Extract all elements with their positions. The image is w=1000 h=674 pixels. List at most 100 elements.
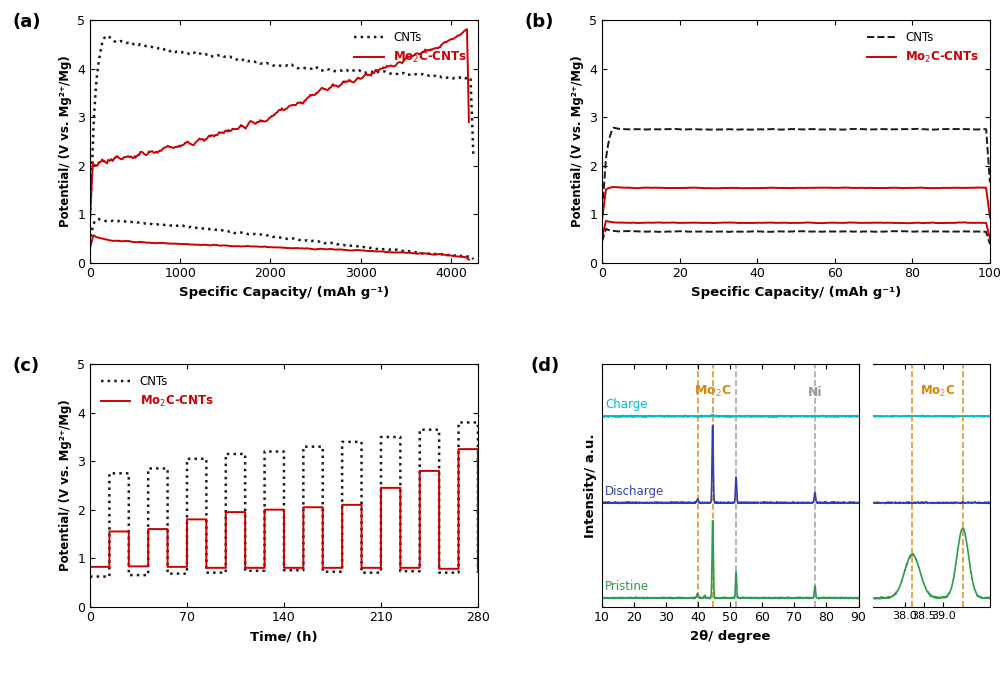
Mo$_2$C-CNTs: [181, 563, 193, 571]
Text: (a): (a): [12, 13, 41, 31]
CNTs: [608, 123, 620, 131]
CNTs: [162, 464, 174, 472]
Mo$_2$C-CNTs: [608, 183, 620, 191]
Legend: CNTs, Mo$_2$C-CNTs: CNTs, Mo$_2$C-CNTs: [862, 26, 984, 69]
Text: (c): (c): [12, 357, 40, 375]
Line: Mo$_2$C-CNTs: Mo$_2$C-CNTs: [90, 29, 469, 220]
Line: CNTs: CNTs: [90, 423, 478, 576]
Text: Mo$_2$C: Mo$_2$C: [694, 384, 731, 399]
Mo$_2$C-CNTs: [336, 563, 348, 572]
Mo$_2$C-CNTs: [414, 467, 426, 475]
Text: Pristine: Pristine: [605, 580, 649, 592]
Mo$_2$C-CNTs: [463, 118, 475, 126]
CNTs: [103, 572, 115, 580]
Mo$_2$C-CNTs: [123, 528, 135, 536]
CNTs: [278, 566, 290, 574]
Mo$_2$C-CNTs: [259, 563, 271, 572]
Mo$_2$C-CNTs: [414, 563, 426, 572]
X-axis label: Time/ (h): Time/ (h): [250, 630, 318, 643]
Mo$_2$C-CNTs: [433, 467, 445, 475]
Mo$_2$C-CNTs: [297, 563, 309, 572]
CNTs: [123, 469, 135, 477]
CNTs: [220, 450, 232, 458]
Y-axis label: Potential/ (V vs. Mg²⁺/Mg): Potential/ (V vs. Mg²⁺/Mg): [59, 400, 72, 572]
Mo$_2$C-CNTs: [259, 506, 271, 514]
Mo$_2$C-CNTs: [322, 86, 334, 94]
Y-axis label: Intensity/ a.u.: Intensity/ a.u.: [584, 433, 597, 538]
CNTs: [103, 469, 115, 477]
Mo$_2$C-CNTs: [162, 525, 174, 533]
Mo$_2$C-CNTs: [220, 508, 232, 516]
Mo$_2$C-CNTs: [375, 563, 387, 572]
Mo$_2$C-CNTs: [239, 563, 251, 572]
CNTs: [239, 450, 251, 458]
CNTs: [472, 569, 484, 577]
Mo$_2$C-CNTs: [84, 563, 96, 571]
CNTs: [142, 464, 154, 472]
Mo$_2$C-CNTs: [670, 184, 682, 192]
Mo$_2$C-CNTs: [394, 484, 406, 492]
CNTs: [414, 568, 426, 576]
Mo$_2$C-CNTs: [984, 214, 996, 222]
Mo$_2$C-CNTs: [162, 563, 174, 571]
CNTs: [453, 419, 465, 427]
CNTs: [336, 568, 348, 576]
CNTs: [181, 455, 193, 463]
Mo$_2$C-CNTs: [239, 508, 251, 516]
Mo$_2$C-CNTs: [966, 184, 978, 192]
Legend: CNTs, Mo$_2$C-CNTs: CNTs, Mo$_2$C-CNTs: [350, 26, 472, 69]
CNTs: [317, 568, 329, 576]
Mo$_2$C-CNTs: [200, 563, 212, 572]
CNTs: [362, 68, 374, 76]
Mo$_2$C-CNTs: [207, 132, 219, 140]
Mo$_2$C-CNTs: [123, 562, 135, 570]
CNTs: [142, 571, 154, 579]
CNTs: [210, 52, 222, 60]
CNTs: [200, 455, 212, 463]
Mo$_2$C-CNTs: [142, 525, 154, 533]
Mo$_2$C-CNTs: [234, 123, 246, 131]
CNTs: [326, 67, 338, 75]
Mo$_2$C-CNTs: [461, 25, 473, 33]
Mo$_2$C-CNTs: [472, 445, 484, 453]
CNTs: [472, 419, 484, 427]
CNTs: [596, 206, 608, 214]
Mo$_2$C-CNTs: [356, 501, 368, 509]
Y-axis label: Potential/ (V vs. Mg²⁺/Mg): Potential/ (V vs. Mg²⁺/Mg): [59, 55, 72, 227]
Mo$_2$C-CNTs: [130, 154, 142, 162]
CNTs: [297, 566, 309, 574]
CNTs: [453, 569, 465, 577]
Line: Mo$_2$C-CNTs: Mo$_2$C-CNTs: [602, 187, 990, 220]
Mo$_2$C-CNTs: [297, 503, 309, 512]
Mo$_2$C-CNTs: [453, 565, 465, 573]
CNTs: [670, 125, 682, 133]
Mo$_2$C-CNTs: [453, 445, 465, 453]
Mo$_2$C-CNTs: [621, 183, 633, 191]
CNTs: [220, 569, 232, 577]
Mo$_2$C-CNTs: [200, 516, 212, 524]
Text: Charge: Charge: [605, 398, 648, 411]
Mo$_2$C-CNTs: [614, 183, 626, 191]
CNTs: [84, 572, 96, 580]
CNTs: [278, 448, 290, 456]
Mo$_2$C-CNTs: [317, 563, 329, 572]
Mo$_2$C-CNTs: [472, 565, 484, 573]
CNTs: [966, 125, 978, 133]
Mo$_2$C-CNTs: [278, 563, 290, 572]
Line: CNTs: CNTs: [602, 127, 990, 210]
Text: Discharge: Discharge: [605, 485, 665, 497]
Mo$_2$C-CNTs: [596, 216, 608, 224]
CNTs: [131, 41, 143, 49]
CNTs: [317, 443, 329, 451]
CNTs: [614, 125, 626, 133]
Mo$_2$C-CNTs: [394, 563, 406, 572]
CNTs: [297, 443, 309, 451]
Text: Ni: Ni: [808, 386, 822, 399]
CNTs: [259, 448, 271, 456]
CNTs: [100, 32, 112, 40]
Mo$_2$C-CNTs: [701, 184, 713, 192]
Mo$_2$C-CNTs: [84, 216, 96, 224]
CNTs: [237, 55, 249, 63]
CNTs: [259, 567, 271, 575]
CNTs: [375, 569, 387, 577]
